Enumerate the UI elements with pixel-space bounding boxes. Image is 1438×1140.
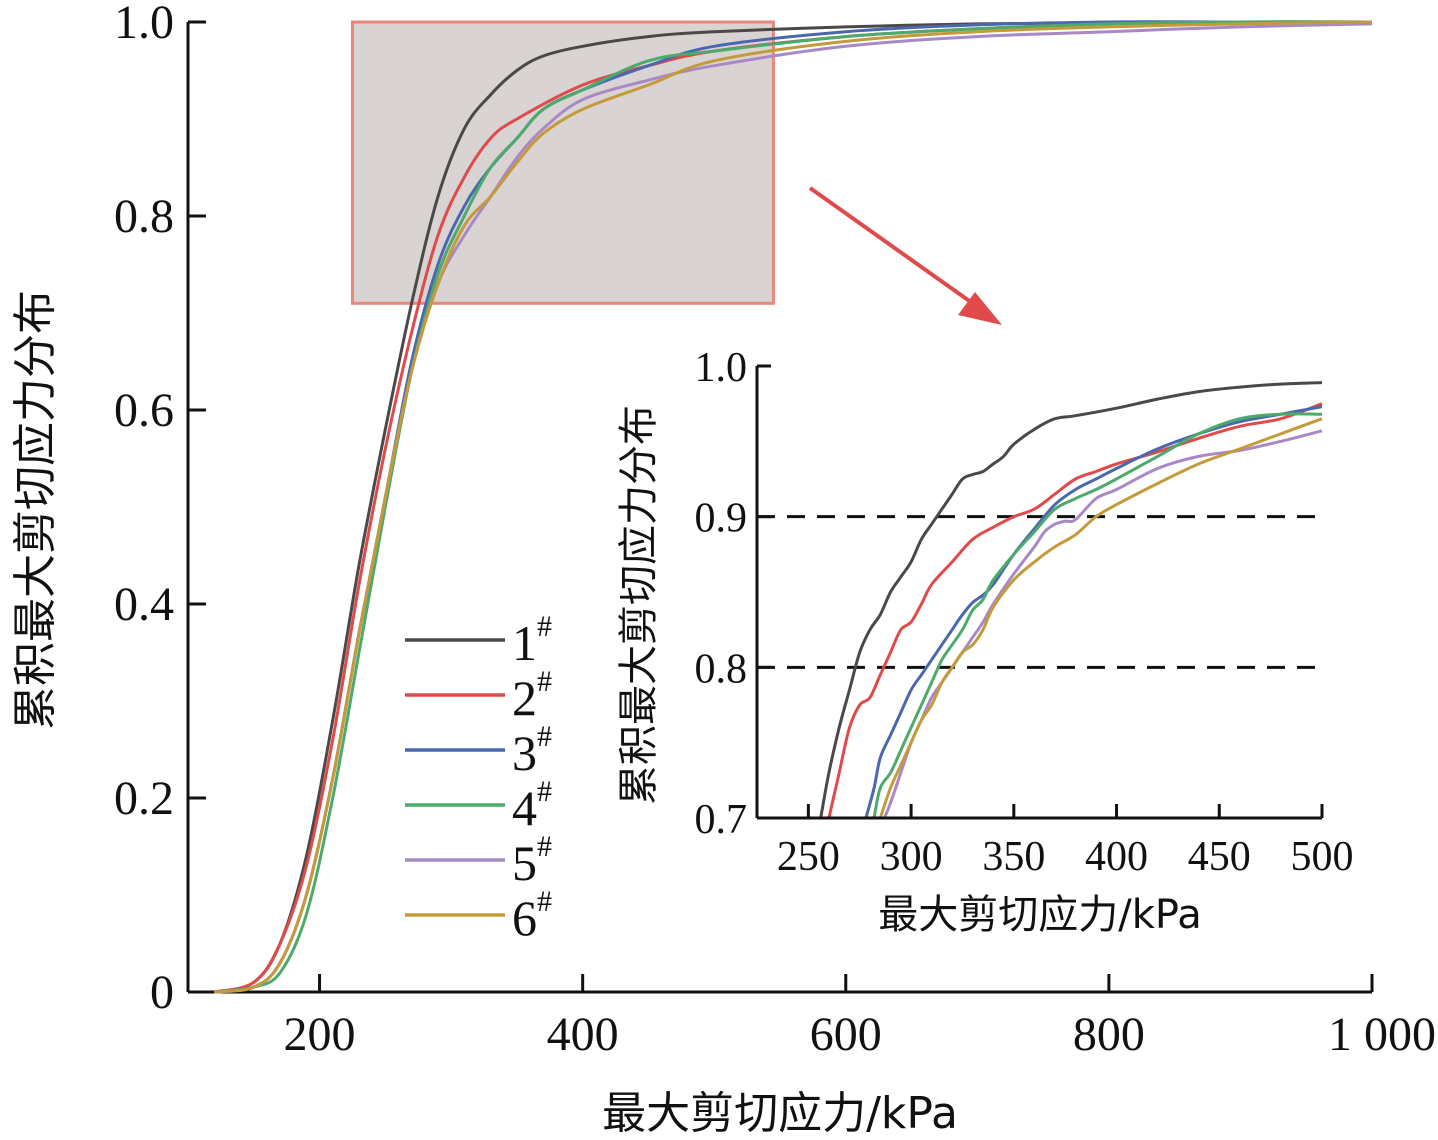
inset-y-axis-title: 累积最大剪切应力分布	[616, 405, 662, 805]
main-y-tick-label: 0.8	[114, 190, 174, 243]
inset-reference-lines	[757, 515, 1322, 669]
inset-x-tick-label: 450	[1188, 834, 1251, 880]
main-y-tick-label: 0	[150, 966, 174, 1019]
legend: 1#2#3#4#5#6#	[405, 610, 552, 946]
legend-label: 4#	[512, 775, 552, 836]
inset-x-tick-label: 300	[880, 834, 943, 880]
main-x-tick-label: 1 000	[1328, 1008, 1436, 1061]
main-y-tick-label: 0.4	[114, 578, 174, 631]
inset-y-tick-label: 0.7	[695, 797, 748, 843]
legend-label: 1#	[512, 610, 552, 671]
inset-series-line-3	[864, 405, 1323, 818]
series-line-6	[214, 20, 1373, 994]
inset-x-tick-label: 350	[982, 834, 1045, 880]
inset-series-line-5	[883, 429, 1323, 818]
inset-axes: 0.7 0.8 0.9 1.0 250 300 350 400 450 500	[695, 345, 1354, 880]
inset-x-tick-label: 400	[1085, 834, 1148, 880]
highlight-rect	[350, 20, 775, 305]
inset-series-line-2	[827, 402, 1323, 818]
inset-x-tick-label: 500	[1291, 834, 1354, 880]
main-x-tick-label: 600	[810, 1008, 882, 1061]
inset-series-line-1	[819, 381, 1323, 818]
main-y-tick-label: 1.0	[114, 0, 174, 49]
zoom-arrow	[808, 186, 1002, 325]
inset-series-lines	[819, 381, 1323, 818]
main-y-axis-title: 累积最大剪切应力分布	[10, 290, 61, 730]
legend-label: 6#	[512, 885, 552, 946]
inset-x-tick-label: 250	[777, 834, 840, 880]
zoom-highlight-box	[350, 20, 775, 305]
inset-x-axis-title: 最大剪切应力/kPa	[878, 892, 1201, 938]
main-x-axis-title: 最大剪切应力/kPa	[602, 1088, 958, 1139]
arrow-shaft	[808, 186, 977, 307]
legend-label: 3#	[512, 720, 552, 781]
main-x-tick-label: 400	[547, 1008, 619, 1061]
series-line-4	[214, 20, 1373, 994]
inset-y-tick-label: 0.9	[695, 496, 748, 542]
inset-series-line-6	[878, 417, 1323, 818]
legend-label: 5#	[512, 830, 552, 891]
arrow-head	[958, 292, 1002, 325]
main-y-tick-label: 0.6	[114, 384, 174, 437]
main-x-tick-label: 200	[284, 1008, 356, 1061]
legend-label: 2#	[512, 665, 552, 726]
inset-y-tick-label: 0.8	[695, 646, 748, 692]
inset-y-tick-label: 1.0	[695, 345, 748, 391]
main-axes: 0 0.2 0.4 0.6 0.8 1.0 200 400 600 800 1 000	[114, 0, 1436, 1061]
inset-series-line-4	[872, 412, 1323, 818]
main-y-tick-label: 0.2	[114, 772, 174, 825]
main-series-lines	[213, 20, 1373, 994]
main-x-tick-label: 800	[1073, 1008, 1145, 1061]
